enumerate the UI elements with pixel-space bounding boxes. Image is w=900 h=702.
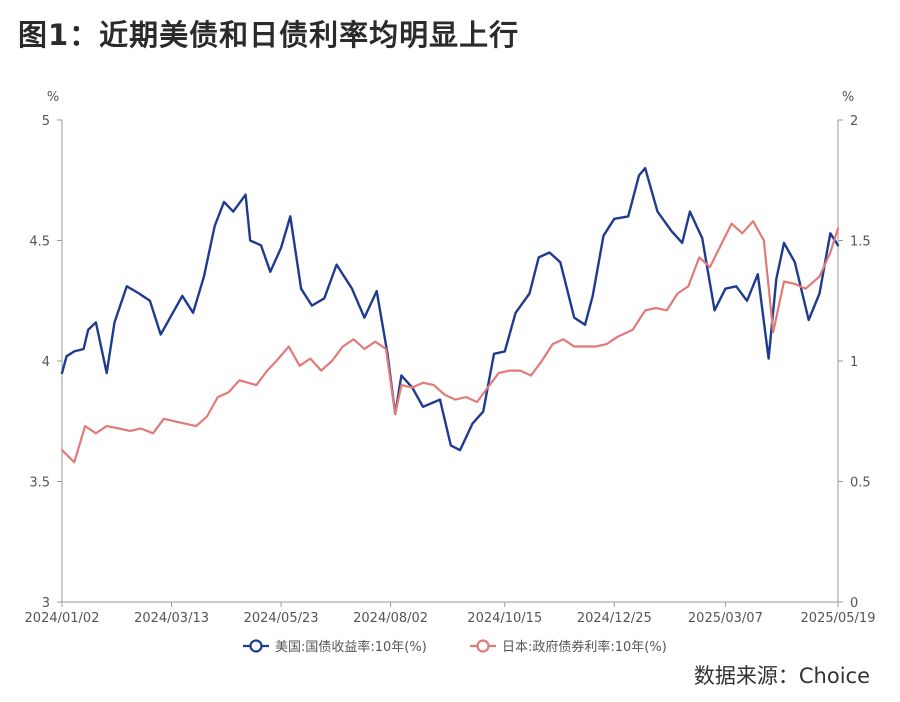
legend-label: 美国:国债收益率:10年(%) — [275, 639, 427, 655]
jp-10y-yield-line — [60, 220, 840, 464]
legend-label: 日本:政府债券利率:10年(%) — [502, 639, 667, 655]
right-y-tick-label: 2 — [850, 114, 858, 129]
legend: 美国:国债收益率:10年(%) 日本:政府债券利率:10年(%) — [243, 639, 667, 655]
right-axis-unit: % — [842, 90, 854, 105]
left-y-tick-label: 5 — [42, 114, 50, 129]
us-10y-yield-line — [60, 166, 840, 452]
legend-item: 日本:政府债券利率:10年(%) — [470, 639, 667, 655]
left-y-tick-label: 3 — [42, 596, 50, 611]
data-source-note: 数据来源：Choice — [693, 664, 870, 688]
left-y-tick-label: 4 — [42, 355, 50, 370]
legend-marker-icon — [476, 639, 490, 653]
left-y-tick-label: 4.5 — [29, 235, 50, 250]
x-tick-label: 2024/03/13 — [134, 611, 209, 626]
x-tick-label: 2025/03/07 — [688, 611, 763, 626]
legend-item: 美国:国债收益率:10年(%) — [243, 639, 427, 655]
right-y-tick-label: 1 — [850, 355, 858, 370]
x-tick-label: 2024/10/15 — [467, 611, 542, 626]
left-axis-unit: % — [47, 90, 59, 105]
x-tick-label: 2024/01/02 — [25, 611, 100, 626]
page-title: 图1：近期美债和日债利率均明显上行 — [18, 18, 520, 52]
x-tick-label: 2024/12/25 — [577, 611, 652, 626]
x-tick-label: 2024/08/02 — [353, 611, 428, 626]
right-y-tick-label: 0 — [850, 596, 858, 611]
axes-layer: % % 3 3.5 4 4.5 5 0 0.5 1 1.5 2 2024/01/02 2024/03/13… — [25, 90, 876, 626]
series-layer — [60, 166, 840, 464]
right-y-tick-label: 0.5 — [850, 476, 871, 491]
left-y-tick-label: 3.5 — [29, 476, 50, 491]
x-tick-label: 2024/05/23 — [244, 611, 319, 626]
legend-marker-icon — [249, 639, 263, 653]
right-y-tick-label: 1.5 — [850, 235, 871, 250]
x-tick-label: 2025/05/19 — [801, 611, 876, 626]
